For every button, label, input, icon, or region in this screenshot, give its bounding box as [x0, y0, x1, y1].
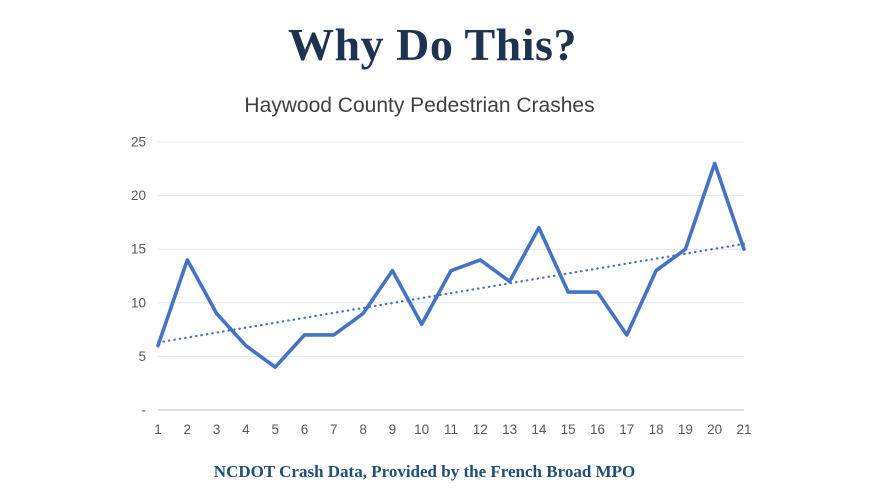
x-tick-label: 5 [271, 422, 279, 437]
x-tick-label: 6 [301, 422, 309, 437]
x-tick-label: 15 [561, 422, 576, 437]
y-tick-label: 10 [131, 295, 146, 310]
x-tick-label: 3 [213, 422, 221, 437]
crash-series-line [156, 161, 746, 369]
x-tick-label: 10 [414, 422, 429, 437]
x-tick-label: 20 [707, 422, 722, 437]
x-tick-label: 7 [330, 422, 338, 437]
x-tick-label: 18 [649, 422, 664, 437]
chart-area: -5 10 15 20 25 1 2 3 4 5 6 7 8 9 10 11 12 13 14 15 16 17 18 19 2… [110, 128, 760, 450]
y-tick-label: 15 [131, 242, 146, 257]
trendline [156, 242, 746, 344]
x-tick-label: 21 [736, 422, 751, 437]
x-tick-label: 9 [389, 422, 397, 437]
x-tick-label: 8 [359, 422, 367, 437]
slide-title: Why Do This? [288, 19, 577, 70]
x-tick-label: 19 [678, 422, 693, 437]
x-tick-label: 13 [502, 422, 517, 437]
x-tick-label: 4 [242, 422, 250, 437]
y-tick-label: 5 [138, 349, 146, 364]
x-tick-label: 12 [473, 422, 488, 437]
x-tick-label: 2 [184, 422, 192, 437]
x-tick-label: 16 [590, 422, 605, 437]
chart-title: Haywood County Pedestrian Crashes [244, 94, 595, 117]
x-tick-label: 17 [619, 422, 634, 437]
y-tick-label: 25 [131, 135, 146, 150]
slide-footer: NCDOT Crash Data, Provided by the French… [213, 462, 636, 481]
x-tick-label: 1 [154, 422, 162, 437]
y-tick-label: - [142, 403, 147, 418]
x-tick-label: 11 [444, 422, 458, 437]
x-tick-label: 14 [531, 422, 547, 437]
y-tick-label: 20 [131, 188, 146, 203]
